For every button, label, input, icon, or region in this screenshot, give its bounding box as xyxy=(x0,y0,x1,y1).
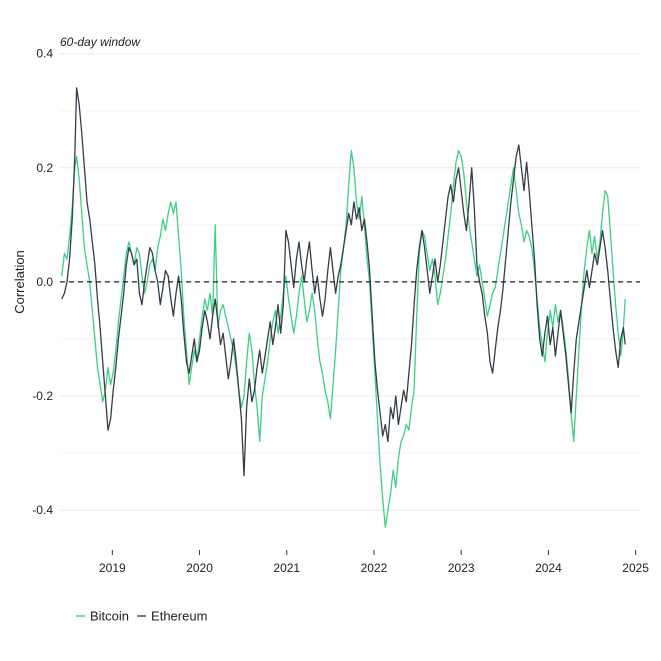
x-tick-label: 2020 xyxy=(186,561,213,575)
x-tick-label: 2023 xyxy=(448,561,475,575)
legend-label-ethereum: Ethereum xyxy=(151,609,207,624)
y-tick-label: -0.4 xyxy=(32,503,53,517)
legend-label-bitcoin: Bitcoin xyxy=(90,609,129,624)
y-axis-label: Correlation xyxy=(12,250,27,314)
series-line-ethereum xyxy=(61,87,626,477)
x-tick-label: 2022 xyxy=(361,561,388,575)
x-tick-label: 2024 xyxy=(535,561,562,575)
y-axis-ticks: 0.4 0.2 0.0 -0.2 -0.4 xyxy=(32,47,53,517)
x-axis-ticks: 2019 2020 2021 2022 2023 2024 2025 xyxy=(99,550,649,575)
x-tick-label: 2025 xyxy=(622,561,649,575)
series-layer xyxy=(61,87,626,528)
y-tick-label: 0.0 xyxy=(36,275,53,289)
y-tick-label: 0.2 xyxy=(36,161,53,175)
legend: Bitcoin Ethereum xyxy=(76,609,207,624)
x-tick-label: 2021 xyxy=(273,561,300,575)
chart-subtitle: 60-day window xyxy=(60,35,141,49)
y-tick-label: -0.2 xyxy=(32,389,53,403)
x-tick-label: 2019 xyxy=(99,561,126,575)
y-tick-label: 0.4 xyxy=(36,47,53,61)
